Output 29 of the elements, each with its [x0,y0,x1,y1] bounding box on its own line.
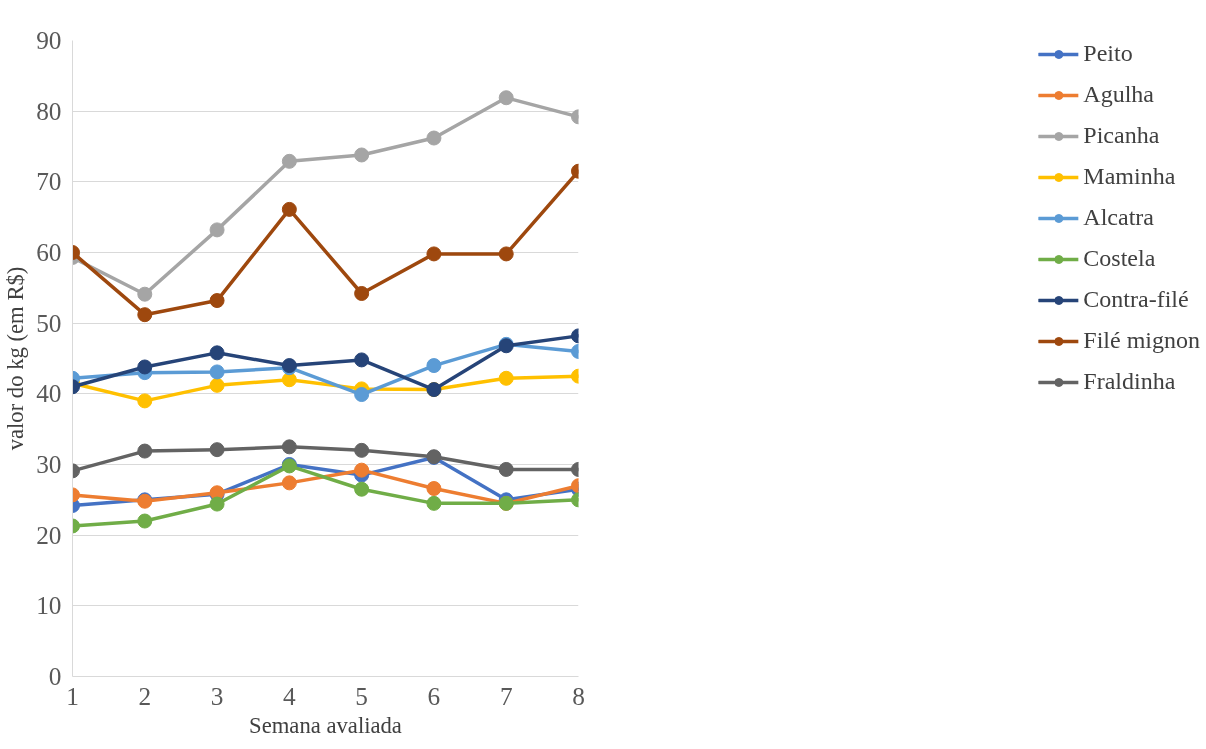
x-tick-label: 7 [499,681,513,710]
x-tick-label: 2 [138,681,152,710]
y-tick-label: 40 [36,379,62,408]
x-axis-title: Semana avaliada [249,712,402,738]
y-tick-label: 90 [36,26,62,54]
y-tick-label: 70 [36,167,62,196]
legend-label: Contra-filé [1083,286,1189,313]
legend-label: Agulha [1083,81,1154,108]
y-tick-label: 30 [36,450,62,478]
legend-label: Costela [1083,245,1156,272]
y-axis-title: valor do kg (em R$) [3,266,29,451]
x-tick-label: 1 [66,681,79,710]
legend-label: Picanha [1083,122,1160,149]
y-tick-label: 80 [36,96,62,125]
legend-label: Fraldinha [1083,368,1176,395]
y-tick-label: 10 [36,591,62,620]
x-tick-label: 6 [427,681,441,710]
x-tick-label: 5 [355,681,368,710]
y-tick-label: 50 [36,308,62,337]
x-tick-label: 3 [210,681,224,710]
y-tick-label: 20 [36,520,62,549]
legend-label: Filé mignon [1083,327,1200,354]
x-tick-label: 4 [283,681,297,710]
y-tick-label: 0 [48,662,62,690]
legend-label: Alcatra [1083,204,1154,231]
legend-label: Maminha [1083,163,1176,190]
y-tick-label: 60 [36,238,62,266]
legend-label: Peito [1083,40,1133,67]
x-tick-label: 8 [572,681,585,710]
